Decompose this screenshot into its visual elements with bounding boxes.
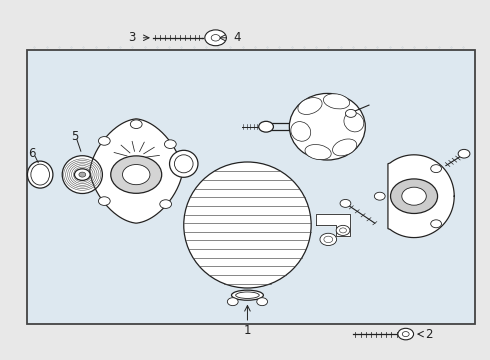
Circle shape bbox=[98, 136, 110, 145]
Ellipse shape bbox=[305, 144, 331, 159]
Circle shape bbox=[340, 199, 351, 207]
Ellipse shape bbox=[231, 290, 264, 300]
Ellipse shape bbox=[174, 155, 193, 173]
Circle shape bbox=[227, 298, 238, 306]
Circle shape bbox=[74, 169, 90, 180]
Text: 4: 4 bbox=[233, 31, 241, 44]
Circle shape bbox=[205, 30, 226, 46]
Circle shape bbox=[336, 225, 350, 235]
Ellipse shape bbox=[184, 162, 311, 288]
Ellipse shape bbox=[62, 156, 102, 194]
Circle shape bbox=[340, 228, 346, 233]
Ellipse shape bbox=[236, 292, 259, 298]
Circle shape bbox=[458, 149, 470, 158]
Ellipse shape bbox=[298, 98, 322, 114]
Circle shape bbox=[431, 165, 441, 172]
Circle shape bbox=[111, 156, 162, 193]
Ellipse shape bbox=[31, 164, 49, 185]
Circle shape bbox=[122, 165, 150, 185]
Circle shape bbox=[320, 233, 337, 246]
Text: 2: 2 bbox=[425, 328, 433, 341]
Ellipse shape bbox=[27, 161, 53, 188]
Ellipse shape bbox=[344, 112, 364, 132]
Polygon shape bbox=[316, 214, 350, 236]
Circle shape bbox=[98, 197, 110, 206]
Ellipse shape bbox=[289, 94, 366, 160]
Circle shape bbox=[345, 109, 356, 117]
Circle shape bbox=[402, 332, 409, 337]
Polygon shape bbox=[90, 119, 183, 223]
Ellipse shape bbox=[291, 122, 311, 141]
Text: 1: 1 bbox=[244, 324, 251, 337]
Text: 5: 5 bbox=[71, 130, 78, 143]
Circle shape bbox=[391, 179, 438, 213]
Ellipse shape bbox=[323, 94, 350, 109]
Circle shape bbox=[165, 140, 176, 148]
Polygon shape bbox=[388, 155, 454, 238]
Ellipse shape bbox=[170, 150, 198, 177]
Circle shape bbox=[211, 35, 220, 41]
Ellipse shape bbox=[333, 139, 357, 156]
Text: 3: 3 bbox=[128, 31, 136, 44]
Circle shape bbox=[398, 328, 414, 340]
Circle shape bbox=[374, 192, 385, 200]
Bar bbox=[27, 50, 475, 324]
Circle shape bbox=[431, 220, 441, 228]
Circle shape bbox=[324, 236, 333, 243]
Circle shape bbox=[160, 200, 172, 208]
Circle shape bbox=[257, 298, 268, 306]
Circle shape bbox=[79, 172, 86, 177]
Circle shape bbox=[259, 121, 273, 132]
Circle shape bbox=[402, 187, 426, 205]
Text: 6: 6 bbox=[28, 147, 36, 160]
Circle shape bbox=[130, 120, 142, 129]
